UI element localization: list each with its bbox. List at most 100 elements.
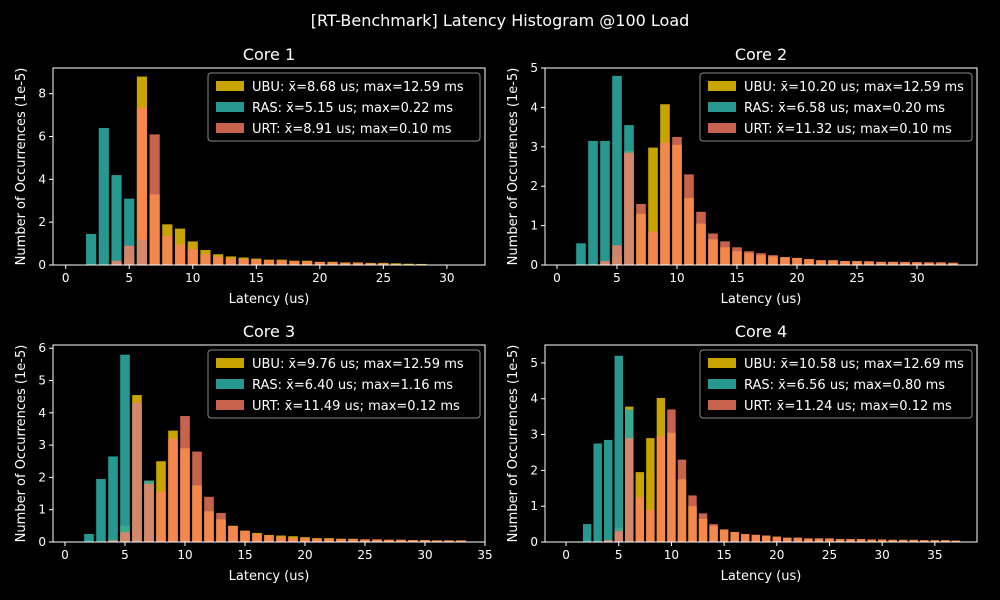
x-tick-label: 20 — [312, 271, 327, 285]
bar-urt-12 — [213, 256, 224, 265]
bar-ras-2 — [86, 233, 97, 265]
bar-ubu-26 — [390, 263, 402, 265]
y-tick-label: 2 — [530, 179, 538, 193]
legend-label-urt: URT: x̄=8.91 us; max=0.10 ms — [252, 122, 452, 137]
bar-urt-24 — [348, 539, 358, 542]
x-tick-label: 20 — [769, 548, 784, 562]
bar-urt-13 — [216, 512, 226, 542]
x-axis-label: Latency (us) — [721, 569, 802, 584]
bar-urt-4 — [108, 540, 118, 542]
bar-urt-29 — [408, 540, 418, 542]
bar-urt-28 — [888, 261, 898, 265]
bar-urt-26 — [372, 539, 382, 542]
bar-urt-8 — [156, 491, 166, 542]
y-tick-label: 2 — [38, 215, 46, 229]
bar-urt-25 — [378, 263, 389, 265]
bar-urt-7 — [636, 203, 646, 265]
bar-urt-24 — [840, 261, 850, 265]
bar-urt-23 — [828, 260, 838, 265]
bar-urt-15 — [719, 529, 729, 542]
x-tick-label: 25 — [822, 548, 837, 562]
x-tick-label: 5 — [613, 271, 621, 285]
legend-label-ras: RAS: x̄=6.40 us; max=1.16 ms — [252, 378, 453, 393]
legend-swatch-ubu — [708, 81, 736, 91]
y-tick-label: 5 — [530, 61, 538, 75]
x-tick-label: 15 — [237, 548, 252, 562]
y-tick-label: 1 — [530, 499, 538, 513]
bar-ras-5 — [124, 198, 135, 265]
bar-urt-28 — [856, 539, 866, 542]
legend-swatch-ras — [708, 102, 736, 112]
x-tick-label: 30 — [909, 271, 924, 285]
bar-urt-6 — [625, 438, 634, 542]
bar-ras-2 — [84, 533, 94, 542]
bar-urt-13 — [225, 258, 236, 265]
bar-urt-20 — [314, 262, 325, 265]
legend-swatch-urt — [708, 123, 736, 133]
bar-ras-4 — [604, 439, 613, 542]
chart-title: Core 3 — [243, 322, 295, 341]
chart-title: Core 2 — [735, 45, 787, 64]
legend: UBU: x̄=9.76 us; max=12.59 ms RAS: x̄=6.4… — [207, 349, 481, 419]
legend-swatch-urt — [216, 400, 244, 410]
bar-urt-27 — [384, 539, 394, 542]
bar-urt-14 — [228, 525, 238, 542]
bar-ras-3 — [98, 127, 109, 266]
legend-label-ubu: UBU: x̄=8.68 us; max=12.59 ms — [252, 80, 464, 95]
x-tick-label: 15 — [249, 271, 264, 285]
bar-urt-23 — [804, 538, 813, 542]
bar-ras-4 — [111, 175, 122, 265]
bar-ras-3 — [588, 140, 598, 265]
plot-frame — [544, 344, 978, 543]
bar-urt-37 — [951, 540, 961, 542]
bar-urt-14 — [709, 524, 718, 542]
bar-urt-12 — [204, 496, 214, 542]
bar-urt-21 — [327, 262, 338, 265]
bar-urt-26 — [835, 539, 845, 542]
bar-urt-15 — [732, 247, 742, 265]
legend-label-ras: RAS: x̄=5.15 us; max=0.22 ms — [252, 101, 453, 116]
bar-urt-10 — [667, 409, 676, 542]
bar-urt-5 — [120, 532, 130, 542]
bar-urt-23 — [336, 538, 346, 542]
bar-urt-32 — [936, 262, 946, 265]
y-tick-label: 2 — [38, 470, 46, 484]
bar-urt-9 — [168, 438, 178, 542]
bar-urt-29 — [867, 539, 876, 542]
bar-ras-4 — [600, 140, 610, 265]
chart-title: Core 1 — [243, 45, 295, 64]
bar-urt-29 — [900, 261, 910, 265]
bar-urt-22 — [340, 262, 351, 265]
x-tick-label: 15 — [729, 271, 744, 285]
bar-urt-19 — [762, 535, 771, 542]
bar-urt-24 — [365, 263, 376, 265]
bar-urt-16 — [744, 251, 754, 265]
legend-label-urt: URT: x̄=11.49 us; max=0.12 ms — [252, 399, 460, 414]
bar-urt-15 — [251, 259, 262, 265]
bar-urt-25 — [825, 538, 834, 542]
bar-urt-16 — [252, 533, 262, 542]
x-tick-label: 25 — [376, 271, 391, 285]
legend-label-ubu: UBU: x̄=10.20 us; max=12.59 ms — [744, 80, 964, 95]
y-tick-label: 2 — [530, 463, 538, 477]
bar-urt-20 — [792, 257, 802, 265]
bar-urt-6 — [136, 107, 148, 265]
bar-ubu-28 — [416, 263, 427, 265]
bar-urt-19 — [780, 257, 790, 265]
y-tick-label: 3 — [38, 438, 46, 452]
bar-urt-11 — [192, 451, 202, 542]
bar-urt-18 — [289, 261, 300, 265]
legend-swatch-urt — [708, 400, 736, 410]
bar-urt-5 — [614, 531, 623, 542]
legend-swatch-ras — [708, 379, 736, 389]
x-tick-label: 10 — [669, 271, 684, 285]
bar-urt-32 — [444, 540, 454, 542]
x-tick-label: 30 — [439, 271, 454, 285]
y-tick-label: 0 — [38, 535, 46, 549]
bar-ras-4 — [108, 456, 118, 542]
bar-urt-17 — [740, 534, 750, 542]
x-tick-label: 10 — [185, 271, 200, 285]
bar-urt-8 — [162, 236, 173, 265]
y-tick-label: 5 — [38, 374, 46, 388]
